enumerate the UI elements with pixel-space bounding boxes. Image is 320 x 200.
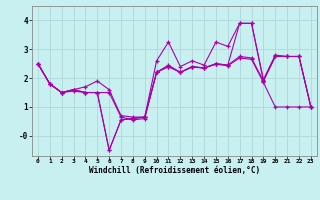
- X-axis label: Windchill (Refroidissement éolien,°C): Windchill (Refroidissement éolien,°C): [89, 166, 260, 175]
